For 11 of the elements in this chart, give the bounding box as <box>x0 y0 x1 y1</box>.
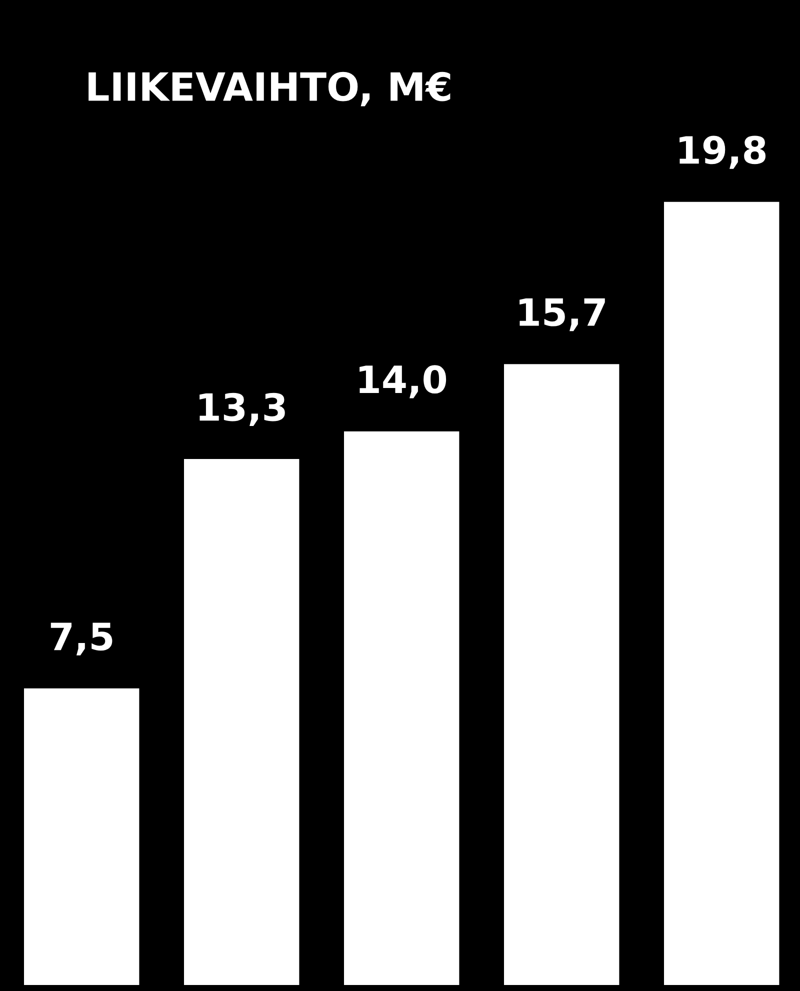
data-label: 13,3 <box>200 392 285 426</box>
bar <box>24 688 140 986</box>
data-label: 15,7 <box>520 298 605 332</box>
data-label: 19,8 <box>680 136 766 169</box>
data-label: 14,0 <box>360 365 446 398</box>
bar <box>184 459 300 986</box>
bar <box>504 364 620 986</box>
bar <box>664 202 780 986</box>
chart-title: LIIKEVAIHTO, M€ <box>88 72 450 106</box>
data-label: 7,5 <box>50 622 112 656</box>
bar <box>344 431 460 986</box>
